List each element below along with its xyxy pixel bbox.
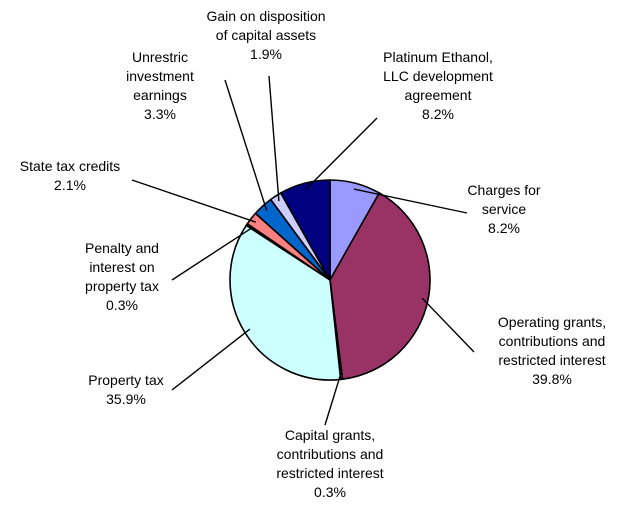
pie-slice <box>329 192 431 381</box>
leader-line <box>353 188 468 214</box>
leader-line <box>305 117 378 190</box>
slice-category-label: service <box>482 201 527 217</box>
leader-line <box>224 79 268 211</box>
slice-category-label: investment <box>126 68 194 84</box>
slice-category-label: Charges for <box>467 182 540 198</box>
slice-category-label: LLC development <box>383 68 493 84</box>
slice-category-label: property tax <box>85 278 159 294</box>
pie-slice <box>279 179 331 281</box>
slice-category-label: Property tax <box>88 372 163 388</box>
leader-line <box>171 227 253 281</box>
slice-category-label: earnings <box>133 87 187 103</box>
slice-percent-label: 39.8% <box>532 371 572 387</box>
slice-percent-label: 8.2% <box>488 220 520 236</box>
slice-category-label: Operating grants, <box>498 314 606 330</box>
slice-category-label: Gain on disposition <box>206 8 325 24</box>
slice-category-label: contributions and <box>499 333 606 349</box>
slice-category-label: interest on <box>89 259 154 275</box>
slice-category-label: contributions and <box>277 446 384 462</box>
slice-category-label: restricted interest <box>276 465 383 481</box>
slice-category-label: State tax credits <box>20 158 120 174</box>
slice-category-label: of capital assets <box>216 27 316 43</box>
pie-slices <box>229 179 431 381</box>
leader-line <box>421 297 475 353</box>
leader-lines <box>131 75 475 426</box>
slice-percent-label: 1.9% <box>250 46 282 62</box>
slice-percent-label: 35.9% <box>106 391 146 407</box>
slice-labels: Charges for service 8.2% Operating grants, c… <box>20 8 606 500</box>
leader-line <box>324 373 342 426</box>
leader-line <box>171 328 251 391</box>
slice-percent-label: 0.3% <box>314 484 346 500</box>
slice-category-label: restricted interest <box>498 352 605 368</box>
slice-category-label: Unrestric <box>132 49 188 65</box>
slice-percent-label: 3.3% <box>144 106 176 122</box>
slice-category-label: agreement <box>405 87 472 103</box>
slice-category-label: Capital grants, <box>285 427 375 443</box>
slice-percent-label: 2.1% <box>54 177 86 193</box>
slice-percent-label: 0.3% <box>106 297 138 313</box>
leader-line <box>131 179 257 223</box>
slice-percent-label: 8.2% <box>422 106 454 122</box>
leader-line <box>268 75 280 202</box>
slice-category-label: Platinum Ethanol, <box>383 49 493 65</box>
slice-category-label: Penalty and <box>85 240 159 256</box>
